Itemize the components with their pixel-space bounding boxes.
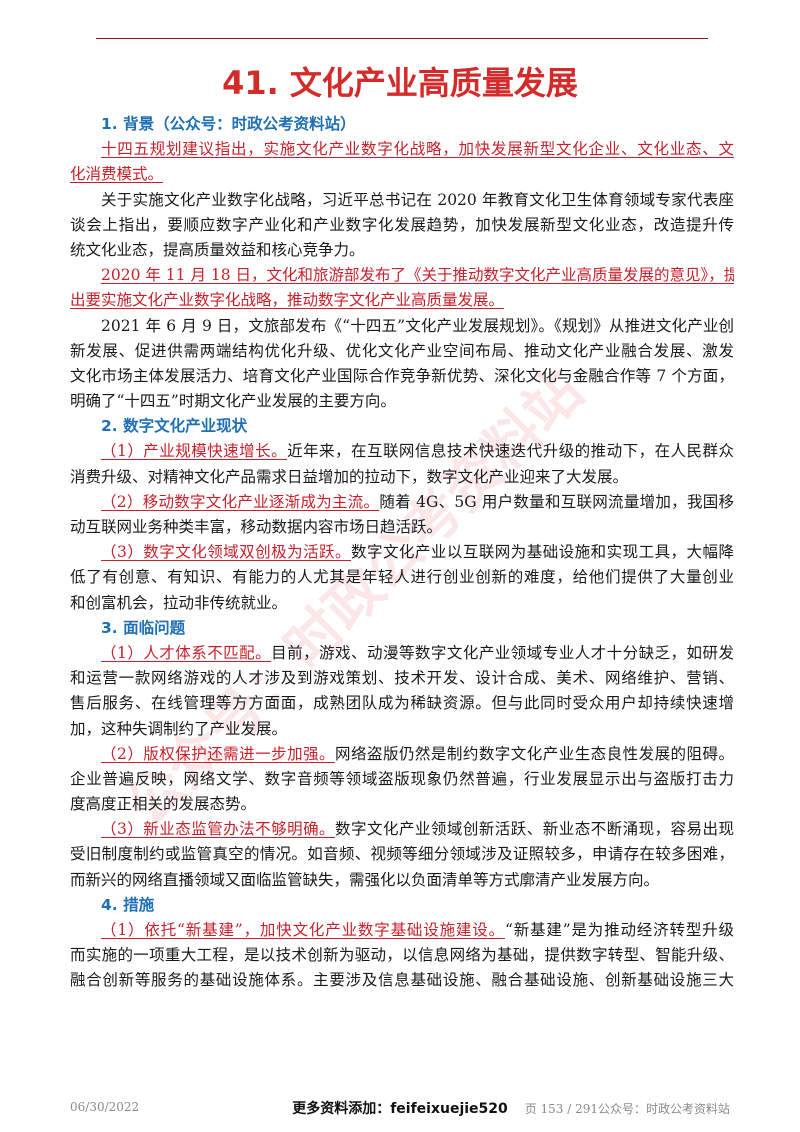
item-first-line: （1）产业规模快速增长。近年来，在互联网信息技术快速迭代升级的推动下，在人民群众 [101, 442, 734, 461]
section-heading-measures: 4. 措施 [101, 895, 155, 914]
paragraph-line: 加，这种失调制约了产业发展。 [70, 719, 288, 738]
paragraph-line: 企业普遍反映，网络文学、数字音频等领域盗版现象仍然普遍，行业发展显示出与盗版打击… [70, 769, 734, 788]
paragraph-line: 而实施的一项重大工程，是以技术创新为驱动，以信息网络为基础，提供数字转型、智能升… [70, 946, 734, 965]
paragraph-line: 关于实施文化产业数字化战略，习近平总书记在 2020 年教育文化卫生体育领域专家… [101, 190, 734, 209]
paragraph-line: 出要实施文化产业数字化战略，推动数字文化产业高质量发展。 [70, 291, 505, 310]
paragraph-line: 和创富机会，拉动非传统就业。 [70, 593, 288, 612]
item-first-line: （3）数字文化领域双创极为活跃。数字文化产业以互联网为基础设施和实现工具，大幅降 [101, 543, 734, 562]
section-heading-problems: 3. 面临问题 [101, 618, 186, 637]
paragraph-line: 融合创新等服务的基础设施体系。主要涉及信息基础设施、融合基础设施、创新基础设施三… [70, 971, 734, 990]
item-first-line: （1）依托“新基建”，加快文化产业数字基础设施建设。“新基建”是为推动经济转型升… [101, 921, 734, 939]
footer-contact: 更多资料添加：feifeixuejie520 [292, 1101, 508, 1117]
paragraph-line: 售后服务、在线管理等方方面面，成熟团队成为稀缺资源。但与此同时受众用户却持续快速… [70, 694, 734, 713]
item-first-line: （1）人才体系不匹配。目前，游戏、动漫等数字文化产业领域专业人才十分缺乏，如研发 [101, 643, 734, 662]
paragraph-line: 动互联网业务种类丰富，移动数据内容市场日趋活跃。 [70, 518, 443, 536]
paragraph-line: 度高度正相关的发展态势。 [70, 795, 257, 814]
header-rule [96, 38, 708, 39]
paragraph-line: 受旧制度制约或监管真空的情况。如音频、视频等细分领域涉及证照较多，申请存在较多困… [70, 845, 734, 864]
paragraph-line: 和运营一款网络游戏的人才涉及到游戏策划、技术开发、设计合成、美术、网络维护、营销… [70, 669, 734, 688]
page-footer: 06/30/2022 更多资料添加：feifeixuejie520 页 153 … [0, 1098, 800, 1122]
paragraph-line: 消费升级、对精神文化产品需求日益增加的拉动下，数字文化产业迎来了大发展。 [70, 467, 629, 486]
paragraph-line: 文化市场主体发展活力、培育文化产业国际合作竞争新优势、深化文化与金融合作等 7 … [70, 366, 734, 385]
paragraph-line: 2021 年 6 月 9 日，文旅部发布《“十四五”文化产业发展规划》。《规划》… [101, 316, 734, 335]
paragraph-line: 2020 年 11 月 18 日，文化和旅游部发布了《关于推动数字文化产业高质量… [101, 266, 734, 285]
paragraph-line: 新发展、促进供需两端结构优化升级、优化文化产业空间布局、推动文化产业融合发展、激… [70, 341, 734, 360]
footer-date: 06/30/2022 [70, 1100, 140, 1114]
section-heading-background: 1. 背景（公众号：时政公考资料站） [101, 115, 356, 133]
document-body: 1. 背景（公众号：时政公考资料站） 十四五规划建议指出，实施文化产业数字化战略… [70, 112, 734, 994]
paragraph-line: 低了有创意、有知识、有能力的人尤其是年轻人进行创业创新的难度，给他们提供了大量创… [70, 568, 734, 587]
paragraph-line: 明确了“十四五”时期文化产业发展的主要方向。 [70, 392, 396, 411]
paragraph-line: 化消费模式。 [70, 165, 164, 184]
paragraph-line: 统文化业态，提高质量效益和核心竞争力。 [70, 240, 365, 259]
item-first-line: （2）移动数字文化产业逐渐成为主流。随着 4G、5G 用户数量和互联网流量增加，… [101, 492, 734, 511]
paragraph-line: 而新兴的网络直播领域又面临监管缺失，需强化以负面清单等方式廓清产业发展方向。 [70, 870, 660, 889]
page-title: 41. 文化产业高质量发展 [222, 64, 578, 102]
footer-page-number: 页 153 / 291公众号：时政公考资料站 [524, 1102, 730, 1116]
paragraph-line: 谈会上指出，要顺应数字产业化和产业数字化发展趋势，加快发展新型文化业态，改造提升… [70, 215, 734, 234]
item-first-line: （2）版权保护还需进一步加强。网络盗版仍然是制约数字文化产业生态良性发展的阻碍。 [101, 744, 734, 763]
item-first-line: （3）新业态监管办法不够明确。数字文化产业领域创新活跃、新业态不断涌现，容易出现 [101, 820, 734, 839]
paragraph-line: 十四五规划建议指出，实施文化产业数字化战略，加快发展新型文化企业、文化业态、文 [101, 140, 734, 159]
section-heading-status: 2. 数字文化产业现状 [101, 417, 248, 436]
